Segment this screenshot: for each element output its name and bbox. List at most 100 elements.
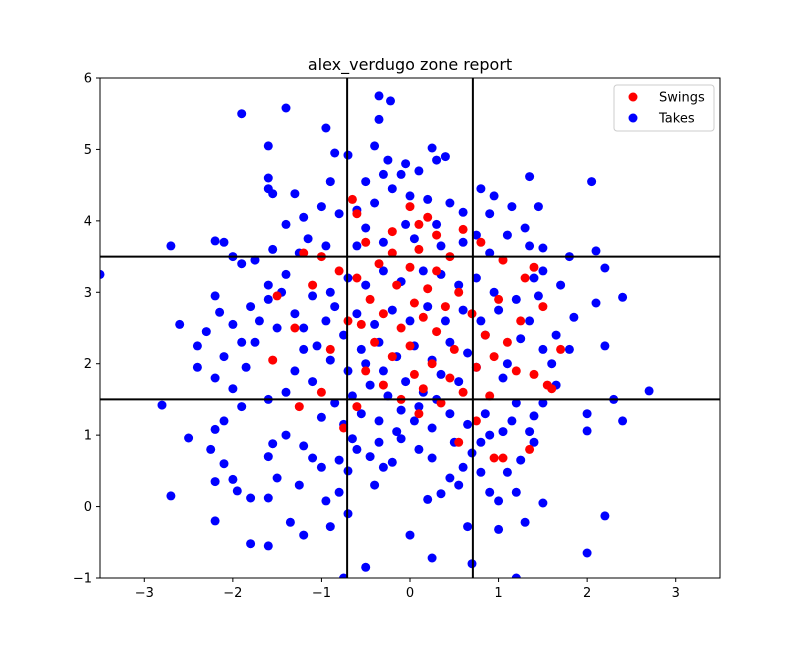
point-takes <box>569 312 579 322</box>
point-takes <box>533 202 543 212</box>
point-takes <box>600 511 610 521</box>
point-takes <box>423 494 433 504</box>
point-swings <box>378 380 388 390</box>
point-takes <box>485 248 495 258</box>
point-takes <box>361 223 371 233</box>
point-takes <box>330 148 340 158</box>
point-takes <box>254 316 264 326</box>
point-takes <box>272 473 282 483</box>
point-takes <box>263 141 273 151</box>
point-takes <box>299 530 309 540</box>
point-takes <box>396 169 406 179</box>
point-takes <box>471 273 481 283</box>
point-takes <box>321 496 331 506</box>
point-takes <box>582 426 592 436</box>
point-takes <box>166 241 176 251</box>
point-swings <box>299 248 309 258</box>
point-takes <box>325 177 335 187</box>
point-takes <box>458 237 468 247</box>
point-takes <box>644 386 654 396</box>
point-takes <box>516 455 526 465</box>
point-takes <box>529 273 539 283</box>
point-takes <box>321 316 331 326</box>
point-takes <box>383 391 393 401</box>
point-swings <box>471 416 481 426</box>
axes: −3 −2 −1 0 1 2 3 −1 0 1 2 3 4 5 6 <box>73 72 721 601</box>
point-takes <box>436 369 446 379</box>
point-swings <box>370 337 380 347</box>
point-takes <box>219 352 229 362</box>
point-swings <box>361 237 371 247</box>
point-takes <box>427 143 437 153</box>
point-takes <box>206 444 216 454</box>
point-swings <box>454 437 464 447</box>
point-swings <box>471 362 481 372</box>
point-takes <box>538 344 548 354</box>
point-takes <box>436 241 446 251</box>
point-takes <box>263 493 273 503</box>
point-takes <box>374 437 384 447</box>
point-swings <box>432 327 442 337</box>
point-takes <box>339 330 349 340</box>
point-takes <box>600 263 610 273</box>
point-takes <box>440 316 450 326</box>
x-tick-label: 0 <box>406 586 414 601</box>
point-takes <box>356 344 366 354</box>
point-swings <box>405 262 415 272</box>
point-swings <box>432 266 442 276</box>
point-takes <box>432 219 442 229</box>
point-takes <box>268 439 278 449</box>
point-swings <box>339 423 349 433</box>
point-takes <box>374 114 384 124</box>
point-swings <box>511 366 521 376</box>
point-takes <box>511 398 521 408</box>
point-takes <box>356 409 366 419</box>
point-swings <box>409 369 419 379</box>
point-takes <box>299 441 309 451</box>
point-swings <box>542 380 552 390</box>
point-swings <box>458 224 468 234</box>
point-takes <box>525 172 535 182</box>
point-takes <box>445 473 455 483</box>
point-swings <box>423 284 433 294</box>
point-takes <box>427 423 437 433</box>
point-swings <box>365 294 375 304</box>
point-takes <box>445 198 455 208</box>
point-takes <box>414 402 424 412</box>
point-takes <box>502 467 512 477</box>
point-takes <box>352 309 362 319</box>
point-takes <box>401 159 411 169</box>
point-takes <box>250 255 260 265</box>
point-takes <box>587 177 597 187</box>
point-takes <box>370 141 380 151</box>
point-takes <box>347 434 357 444</box>
point-takes <box>498 427 508 437</box>
point-swings <box>387 352 397 362</box>
point-takes <box>476 467 486 477</box>
point-swings <box>436 398 446 408</box>
point-swings <box>308 280 318 290</box>
legend-marker-takes <box>628 113 638 123</box>
point-takes <box>210 424 220 434</box>
point-takes <box>463 348 473 358</box>
point-takes <box>263 294 273 304</box>
point-takes <box>378 366 388 376</box>
point-takes <box>405 316 415 326</box>
point-swings <box>423 212 433 222</box>
point-takes <box>498 373 508 383</box>
point-takes <box>427 453 437 463</box>
point-takes <box>445 337 455 347</box>
point-takes <box>330 398 340 408</box>
point-takes <box>263 173 273 183</box>
point-takes <box>374 91 384 101</box>
point-takes <box>507 202 517 212</box>
point-swings <box>414 219 424 229</box>
point-takes <box>471 230 481 240</box>
point-takes <box>516 334 526 344</box>
point-takes <box>494 305 504 315</box>
point-takes <box>210 291 220 301</box>
point-takes <box>427 553 437 563</box>
point-swings <box>387 227 397 237</box>
point-takes <box>219 459 229 469</box>
point-takes <box>485 487 495 497</box>
